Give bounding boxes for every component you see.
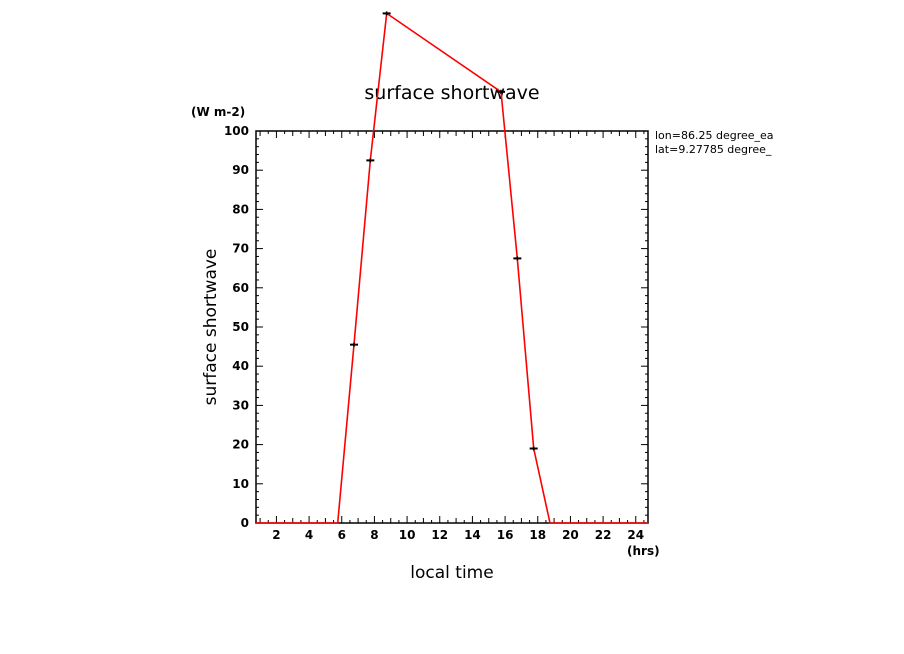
- x-axis-unit: (hrs): [627, 544, 660, 558]
- x-tick-label: 14: [464, 528, 481, 542]
- data-point-marker: [350, 342, 358, 347]
- x-tick-label: 8: [370, 528, 378, 542]
- y-axis-unit: (W m-2): [191, 105, 245, 119]
- x-tick-label: 12: [431, 528, 448, 542]
- y-tick-label: 70: [232, 242, 249, 256]
- x-tick-label: 16: [497, 528, 514, 542]
- x-tick-label: 2: [272, 528, 280, 542]
- y-tick-label: 20: [232, 438, 249, 452]
- data-point-marker: [366, 158, 375, 163]
- x-tick-label: 6: [338, 528, 346, 542]
- data-point-marker: [529, 446, 538, 451]
- x-axis-label: local time: [410, 563, 493, 583]
- chart-title: surface shortwave: [364, 82, 539, 104]
- x-tick-label: 20: [562, 528, 579, 542]
- y-tick-label: 90: [232, 163, 249, 177]
- y-tick-label: 0: [241, 516, 249, 530]
- plot-frame: [255, 130, 649, 524]
- data-point-marker: [513, 256, 522, 261]
- x-tick-label: 24: [627, 528, 644, 542]
- y-tick-label: 30: [232, 398, 249, 412]
- y-tick-label: 80: [232, 202, 249, 216]
- series-group: [256, 11, 648, 524]
- annotation-lon: lon=86.25 degree_ea: [655, 129, 774, 142]
- y-tick-label: 40: [232, 359, 249, 373]
- x-tick-label: 10: [399, 528, 416, 542]
- x-tick-label: 4: [305, 528, 313, 542]
- y-tick-label: 60: [232, 281, 249, 295]
- y-tick-label: 10: [232, 477, 249, 491]
- y-tick-label: 100: [224, 124, 249, 138]
- annotation-lat: lat=9.27785 degree_: [655, 143, 772, 156]
- data-point-marker: [382, 11, 391, 16]
- y-axis-label: surface shortwave: [201, 249, 221, 406]
- axes: 2 4 6 8 10 12 14 16 18 20 22 2401020304050607080901…: [224, 124, 648, 542]
- x-tick-label: 22: [595, 528, 612, 542]
- x-tick-label: 18: [529, 528, 546, 542]
- y-tick-label: 50: [232, 320, 249, 334]
- data-point-marker: [497, 89, 505, 94]
